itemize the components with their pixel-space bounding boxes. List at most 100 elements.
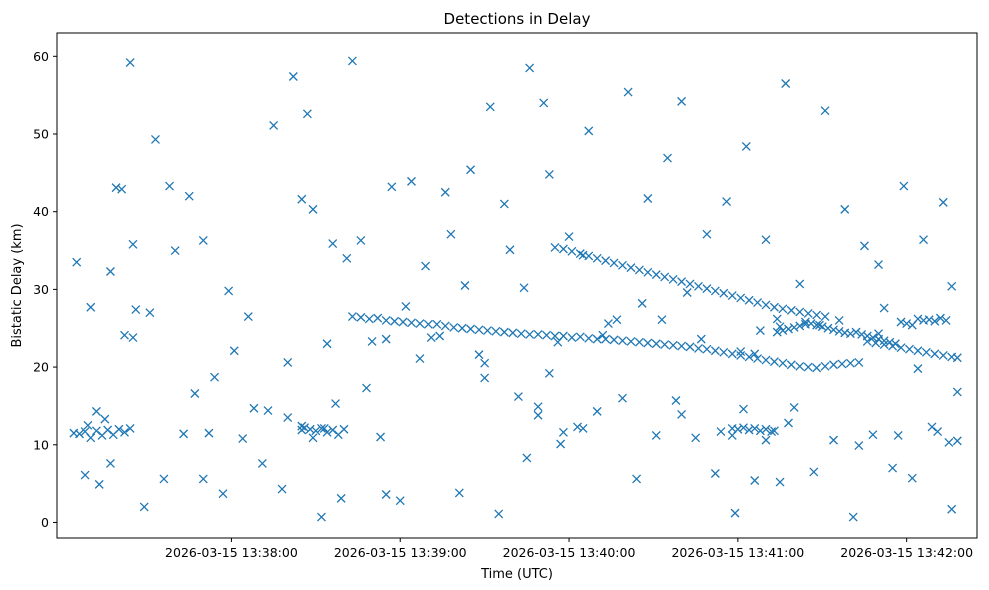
data-point bbox=[269, 120, 279, 130]
data-point bbox=[930, 349, 940, 359]
data-point bbox=[533, 410, 543, 420]
data-point bbox=[761, 435, 771, 445]
data-point bbox=[243, 312, 253, 322]
data-point bbox=[105, 458, 115, 468]
data-point bbox=[685, 342, 695, 352]
data-point bbox=[727, 291, 737, 301]
data-point bbox=[421, 261, 431, 271]
data-point bbox=[696, 334, 706, 344]
data-point bbox=[663, 153, 672, 163]
data-point bbox=[105, 267, 115, 276]
data-point bbox=[643, 338, 653, 348]
data-point bbox=[328, 239, 338, 249]
data-point bbox=[660, 272, 670, 282]
data-point bbox=[761, 235, 771, 245]
data-point bbox=[941, 316, 951, 325]
data-point bbox=[257, 458, 267, 468]
data-point bbox=[634, 337, 644, 347]
data-point bbox=[91, 406, 101, 416]
data-point bbox=[671, 396, 681, 405]
data-point bbox=[539, 98, 549, 108]
data-point bbox=[862, 331, 872, 341]
data-point bbox=[913, 364, 923, 374]
data-point bbox=[612, 315, 622, 325]
data-point bbox=[376, 432, 386, 442]
data-point bbox=[609, 335, 619, 345]
y-axis-title: Bistatic Delay (km) bbox=[10, 223, 25, 347]
data-points bbox=[69, 56, 962, 522]
data-point bbox=[474, 350, 484, 360]
data-point bbox=[224, 286, 234, 296]
data-point bbox=[755, 426, 765, 436]
data-point bbox=[446, 229, 456, 239]
y-tick-label: 50 bbox=[33, 127, 49, 142]
data-point bbox=[634, 265, 644, 275]
data-point bbox=[775, 322, 785, 332]
data-point bbox=[927, 422, 937, 432]
data-point bbox=[750, 476, 760, 485]
data-point bbox=[86, 302, 96, 312]
data-point bbox=[390, 316, 400, 326]
data-point bbox=[308, 204, 318, 214]
data-point bbox=[702, 229, 712, 239]
data-point bbox=[120, 330, 129, 340]
data-point bbox=[311, 426, 321, 436]
data-point bbox=[592, 253, 602, 263]
data-point bbox=[139, 502, 149, 512]
data-point bbox=[598, 330, 608, 340]
data-point bbox=[820, 106, 830, 116]
data-point bbox=[494, 509, 504, 519]
data-point bbox=[395, 496, 405, 506]
data-point bbox=[491, 326, 501, 336]
data-point bbox=[812, 363, 822, 373]
data-point bbox=[907, 473, 917, 483]
x-axis: 2026-03-15 13:38:00 2026-03-15 13:39:00 20… bbox=[165, 538, 973, 560]
data-point bbox=[744, 352, 754, 362]
data-point bbox=[111, 183, 121, 193]
data-point bbox=[727, 349, 737, 359]
data-point bbox=[415, 354, 425, 363]
data-point bbox=[868, 333, 878, 343]
data-point bbox=[556, 439, 566, 449]
data-point bbox=[364, 314, 374, 324]
data-point bbox=[935, 313, 945, 323]
data-point bbox=[356, 312, 366, 322]
data-point bbox=[131, 305, 141, 315]
data-point bbox=[83, 420, 93, 430]
data-point bbox=[553, 337, 563, 347]
data-point bbox=[789, 403, 799, 412]
data-point bbox=[519, 283, 529, 293]
data-point bbox=[896, 343, 906, 353]
data-point bbox=[432, 319, 442, 329]
data-point bbox=[784, 324, 793, 334]
data-point bbox=[331, 399, 340, 409]
data-point bbox=[277, 484, 287, 494]
data-point bbox=[618, 336, 627, 346]
data-point bbox=[618, 260, 627, 270]
data-point bbox=[128, 239, 138, 249]
data-point bbox=[114, 424, 124, 434]
data-point bbox=[677, 410, 687, 419]
y-tick-label: 40 bbox=[33, 204, 49, 219]
data-point bbox=[651, 339, 661, 349]
data-point bbox=[719, 288, 729, 298]
data-point bbox=[710, 469, 720, 478]
data-point bbox=[460, 281, 470, 290]
data-point bbox=[829, 325, 838, 335]
data-point bbox=[829, 360, 838, 370]
data-point bbox=[564, 232, 574, 242]
data-point bbox=[317, 512, 326, 522]
data-point bbox=[651, 430, 661, 440]
data-point bbox=[480, 358, 490, 368]
x-axis-title: Time (UTC) bbox=[480, 567, 553, 582]
data-point bbox=[210, 372, 220, 382]
data-point bbox=[694, 281, 703, 291]
data-point bbox=[578, 250, 588, 260]
data-point bbox=[229, 346, 239, 356]
data-point bbox=[921, 347, 931, 357]
y-tick-label: 10 bbox=[33, 437, 49, 452]
data-point bbox=[626, 336, 636, 346]
data-point bbox=[308, 433, 318, 443]
data-point bbox=[435, 331, 445, 341]
